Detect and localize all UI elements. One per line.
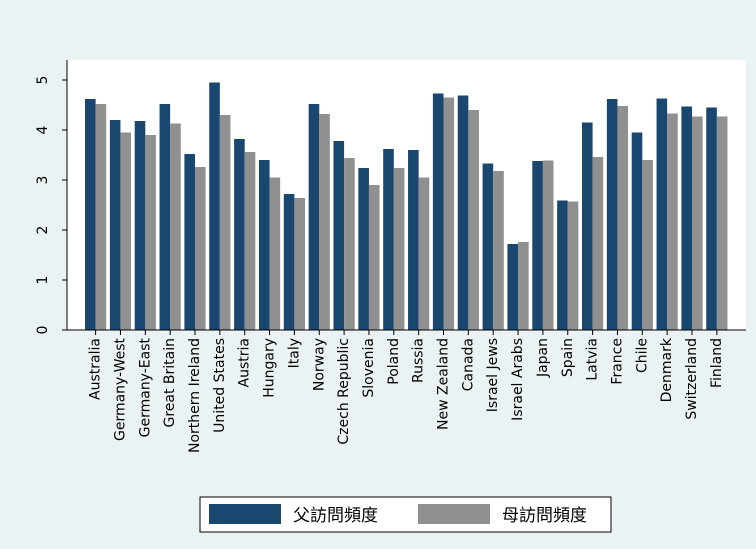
y-tick-label-0: 0 (35, 326, 51, 335)
x-tick-label-10: Czech Republic (336, 338, 352, 445)
x-tick-label-5: United States (212, 338, 228, 433)
y-tick-label-3: 3 (35, 176, 51, 185)
bar-mother-6 (244, 152, 256, 330)
bar-father-25 (706, 107, 717, 330)
bar-mother-17 (518, 242, 529, 330)
x-tick-label-11: Slovenia (361, 338, 377, 398)
bar-father-17 (507, 244, 519, 330)
x-tick-label-9: Norway (311, 338, 327, 391)
bar-mother-0 (95, 104, 107, 330)
bar-father-24 (681, 106, 692, 330)
x-axis: Australia Germany-West Germany-East Great B… (67, 329, 746, 453)
x-tick-label-21: France (609, 338, 625, 385)
bar-father-12 (383, 149, 394, 330)
bar-father-6 (234, 139, 245, 330)
bar-father-18 (532, 161, 543, 330)
bar-mother-7 (269, 177, 281, 330)
x-tick-label-23: Denmark (659, 337, 675, 402)
x-tick-label-1: Germany-West (112, 338, 128, 442)
x-tick-label-13: Russia (411, 338, 427, 383)
x-tick-label-12: Poland (386, 338, 402, 385)
x-tick-label-2: Germany-East (137, 338, 153, 438)
bar-father-23 (656, 98, 668, 330)
bar-mother-4 (195, 167, 206, 330)
legend-label-series-1: 父訪問頻度 (293, 506, 378, 526)
y-tick-label-4: 4 (35, 125, 51, 134)
bar-father-20 (582, 122, 593, 330)
bar-mother-5 (219, 115, 231, 330)
bar-mother-23 (667, 113, 678, 330)
bar-mother-8 (294, 198, 305, 330)
x-tick-label-0: Australia (88, 338, 104, 400)
bar-father-7 (258, 160, 270, 330)
bar-mother-19 (567, 201, 579, 330)
legend-label-series-2: 母訪問頻度 (502, 506, 587, 526)
bar-father-2 (134, 121, 146, 330)
x-tick-label-18: Japan (535, 338, 551, 378)
bar-father-19 (557, 200, 568, 330)
bar-father-8 (283, 194, 295, 330)
x-tick-label-3: Great Britain (162, 338, 178, 428)
x-tick-label-16: Israel Jews (485, 338, 501, 412)
bar-mother-13 (418, 177, 430, 330)
bar-father-1 (109, 120, 121, 330)
bar-father-3 (159, 104, 171, 330)
bar-mother-10 (344, 158, 355, 330)
bar-mother-25 (716, 116, 728, 330)
bar-mother-24 (692, 116, 703, 330)
y-tick-label-1: 1 (35, 276, 51, 285)
bar-mother-1 (120, 132, 132, 330)
bar-mother-20 (592, 157, 604, 330)
bar-mother-15 (468, 110, 479, 330)
legend: 父訪問頻度 母訪問頻度 (199, 496, 612, 533)
y-tick-label-2: 2 (35, 226, 51, 235)
bar-mother-2 (145, 135, 156, 330)
x-tick-label-6: Austria (237, 338, 253, 387)
bar-father-5 (209, 82, 220, 330)
y-axis: 0 1 2 3 4 5 (35, 60, 68, 335)
x-tick-label-8: Italy (286, 338, 302, 368)
bar-father-22 (631, 132, 643, 330)
bar-father-14 (432, 93, 444, 330)
bar-father-9 (308, 104, 320, 330)
bar-father-0 (85, 99, 96, 330)
x-tick-label-19: Spain (560, 338, 576, 377)
x-tick-label-17: Israel Arabs (510, 338, 526, 421)
bar-mother-16 (493, 171, 504, 330)
bar-father-13 (408, 150, 419, 330)
x-tick-label-14: New Zealand (436, 338, 452, 430)
legend-swatch-series-2 (418, 504, 490, 524)
x-tick-label-22: Chile (634, 338, 650, 373)
x-tick-label-15: Canada (460, 338, 476, 391)
bar-mother-21 (617, 106, 629, 330)
bar-mother-14 (443, 97, 455, 330)
bar-father-10 (333, 141, 345, 330)
bar-father-11 (358, 168, 369, 330)
x-tick-label-25: Finland (709, 338, 725, 388)
bar-mother-22 (642, 160, 653, 330)
bar-mother-3 (170, 123, 181, 330)
bar-mother-18 (542, 160, 554, 330)
x-tick-label-24: Switzerland (684, 338, 700, 420)
bar-father-4 (184, 154, 195, 330)
legend-swatch-series-1 (209, 504, 281, 524)
bar-father-15 (457, 95, 469, 330)
x-tick-label-4: Northern Ireland (187, 338, 203, 453)
bar-mother-12 (393, 168, 405, 330)
y-tick-label-5: 5 (35, 76, 51, 85)
bar-father-21 (606, 99, 618, 330)
x-tick-label-20: Latvia (585, 338, 601, 381)
bar-mother-9 (319, 114, 330, 330)
x-tick-label-7: Hungary (262, 338, 278, 398)
bars-group (85, 82, 728, 330)
bar-mother-11 (368, 185, 380, 330)
bar-father-16 (482, 163, 494, 330)
